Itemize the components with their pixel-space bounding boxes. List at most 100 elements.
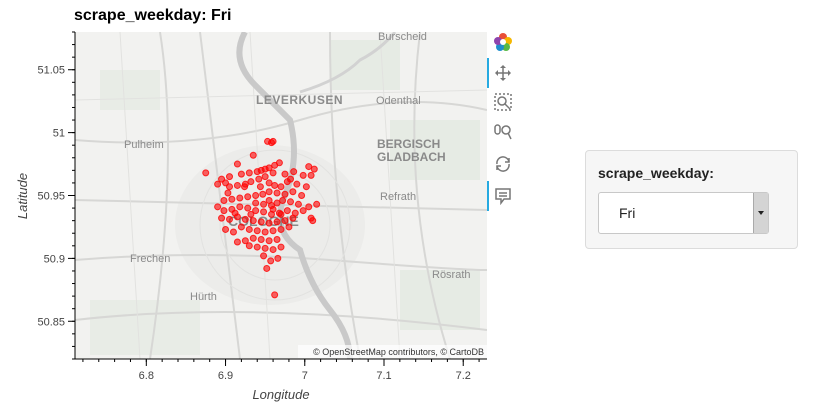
data-point[interactable] [298,192,306,199]
data-point[interactable] [277,225,285,233]
data-point[interactable] [281,170,289,178]
data-point[interactable] [231,209,239,217]
data-point[interactable] [271,161,279,169]
data-point[interactable] [289,188,297,196]
data-point[interactable] [305,203,313,211]
data-point[interactable] [299,171,307,179]
data-point[interactable] [283,207,291,215]
data-point[interactable] [220,207,228,215]
data-point[interactable] [237,170,245,178]
data-point[interactable] [313,200,321,208]
data-point[interactable] [233,181,241,189]
data-point[interactable] [244,204,252,212]
data-point[interactable] [269,205,277,213]
data-point[interactable] [269,246,277,254]
data-point[interactable] [261,173,269,181]
data-point[interactable] [249,234,257,242]
data-point[interactable] [253,227,261,235]
data-point[interactable] [310,165,318,173]
data-point[interactable] [281,190,289,198]
data-point[interactable] [252,192,260,199]
data-point[interactable] [267,139,275,147]
data-point[interactable] [224,189,232,197]
data-point[interactable] [226,215,233,223]
data-point[interactable] [289,214,297,222]
data-point[interactable] [281,217,289,225]
data-point[interactable] [309,217,317,225]
data-point[interactable] [253,168,261,176]
weekday-select[interactable]: Fri [598,192,769,234]
data-point[interactable] [256,183,264,191]
map-basemap[interactable]: Burscheid LEVERKUSEN Odenthal Pulheim BE… [75,31,487,359]
data-point[interactable] [241,215,249,223]
data-point[interactable] [299,207,307,215]
data-point[interactable] [285,223,293,231]
box-zoom-icon[interactable] [493,92,513,112]
data-point[interactable] [222,179,230,187]
data-point[interactable] [269,169,277,177]
data-point[interactable] [265,219,273,227]
data-point[interactable] [302,183,310,191]
data-point[interactable] [274,254,282,262]
data-point[interactable] [273,218,281,226]
reset-icon[interactable] [493,154,513,174]
data-point[interactable] [279,197,287,205]
data-point[interactable] [226,173,233,181]
data-point[interactable] [237,223,245,231]
data-point[interactable] [244,193,252,201]
data-point[interactable] [267,257,275,265]
data-point[interactable] [277,243,285,251]
data-point[interactable] [271,291,279,299]
data-point[interactable] [247,178,255,186]
data-point[interactable] [259,190,267,198]
bokeh-logo-icon[interactable] [493,32,513,52]
data-point[interactable] [249,217,257,225]
data-point[interactable] [245,225,253,233]
data-point[interactable] [222,225,230,233]
data-point[interactable] [277,183,285,191]
data-point[interactable] [260,208,268,216]
data-point[interactable] [247,210,255,218]
data-point[interactable] [245,169,253,177]
data-point[interactable] [260,252,268,260]
data-point[interactable] [265,179,273,187]
wheel-zoom-icon[interactable] [493,122,513,142]
data-point[interactable] [277,210,285,218]
data-point[interactable] [283,178,291,186]
data-point[interactable] [253,243,261,251]
data-point[interactable] [202,169,210,177]
data-point[interactable] [218,214,226,222]
data-point[interactable] [233,160,241,168]
data-point[interactable] [220,197,228,205]
data-point[interactable] [263,264,271,272]
data-point[interactable] [236,194,244,202]
data-point[interactable] [260,200,268,208]
pan-icon[interactable] [493,63,513,83]
data-point[interactable] [265,237,273,245]
data-point[interactable] [273,199,281,207]
data-point[interactable] [252,207,260,215]
data-point[interactable] [257,236,265,244]
data-point[interactable] [287,198,295,206]
chevron-down-icon[interactable] [753,193,768,233]
data-point[interactable] [294,200,302,208]
data-point[interactable] [233,238,241,246]
data-point[interactable] [249,151,257,159]
data-point[interactable] [228,195,236,203]
data-point[interactable] [273,236,281,244]
data-point[interactable] [290,168,298,176]
data-point[interactable] [214,203,222,211]
data-point[interactable] [271,181,279,189]
data-point[interactable] [293,180,301,188]
data-point[interactable] [255,175,263,183]
data-point[interactable] [261,244,269,252]
data-point[interactable] [241,237,249,245]
data-point[interactable] [307,171,315,179]
data-point[interactable] [265,188,273,196]
data-point[interactable] [236,203,244,211]
data-point[interactable] [257,218,265,226]
data-point[interactable] [214,180,222,188]
data-point[interactable] [305,163,313,171]
hover-icon[interactable] [493,186,513,206]
